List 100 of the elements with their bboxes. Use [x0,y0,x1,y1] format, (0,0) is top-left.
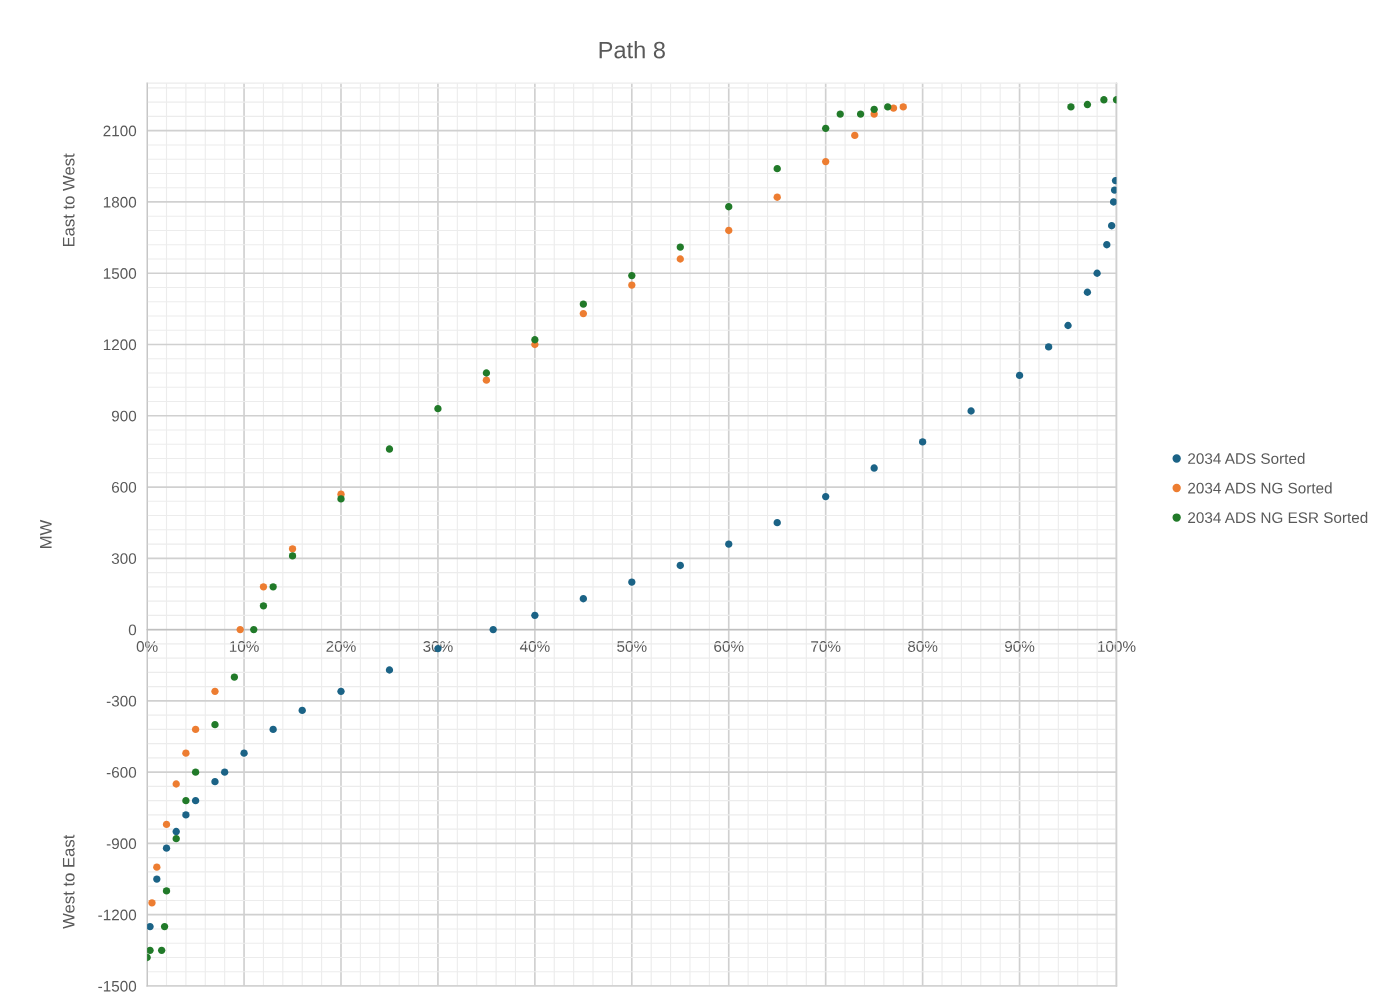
point [725,540,733,548]
x-tick-label: 70% [811,641,841,652]
point [172,827,180,836]
point [288,552,297,560]
point [1109,198,1117,206]
point [259,602,268,610]
y-tick-label: 1500 [103,268,137,279]
point [676,255,684,263]
point [211,777,219,786]
y-axis-title: MW [40,519,52,549]
point [531,611,539,620]
point [1107,222,1116,230]
point [773,193,781,201]
point [579,309,588,318]
y-tick-label: 0 [128,624,137,636]
point [918,438,927,446]
point [157,946,166,955]
point [221,768,229,776]
y-tick-label: 1800 [103,196,137,208]
point [288,545,297,553]
point [899,103,907,111]
x-tick-label: 100% [1098,641,1136,652]
point [1103,241,1111,249]
point [434,404,442,413]
point [298,706,306,715]
point [337,687,345,696]
point [482,369,491,377]
y-tick-label: 600 [112,481,137,493]
point [579,595,588,603]
x-tick-label: 50% [617,641,647,652]
point [836,110,844,118]
point [269,583,277,591]
point [337,495,345,503]
point [240,749,248,757]
point [191,725,200,734]
point [1044,343,1053,351]
point [676,243,684,251]
point [1064,321,1072,330]
point [259,583,268,591]
point [870,464,878,472]
y-tick-label: -300 [106,695,137,707]
point [153,863,161,871]
point [153,875,161,883]
point [162,887,171,895]
point [162,820,171,829]
point [628,578,636,586]
point [162,844,171,852]
point [236,625,244,634]
y-tick-label: 300 [111,553,137,565]
point [851,131,859,140]
point [482,376,491,384]
point [676,561,684,570]
y-tick-label: 900 [111,410,137,422]
point [628,281,636,289]
point [822,157,830,166]
point [385,666,394,674]
point [1083,100,1092,109]
point [856,110,865,118]
point [230,673,239,681]
point [1083,288,1092,296]
point [822,124,830,132]
point [147,946,154,955]
point [773,519,781,527]
point [148,899,156,907]
point [385,445,394,453]
point [725,203,733,211]
x-tick-label: 10% [229,641,259,652]
y-tick-label: 1200 [103,339,137,351]
point [147,922,154,931]
point [211,720,219,729]
y-tick-label: -1500 [98,980,137,992]
legend-label: 2034 ADS NG Sorted [1188,482,1332,494]
point [211,687,219,696]
point [822,492,830,501]
point [628,271,636,280]
point [773,165,781,173]
point [172,834,180,843]
point [725,226,733,235]
x-tick-label: 60% [714,641,744,652]
legend-label: 2034 ADS Sorted [1188,452,1305,465]
point [967,407,975,415]
legend-label: 2034 ADS NG ESR Sorted [1188,511,1368,524]
point [1100,96,1108,104]
point [531,336,539,344]
point [884,103,892,111]
x-tick-label: 0% [136,641,158,652]
point [1110,186,1117,194]
point [1015,371,1024,380]
y-tick-label: -900 [106,838,137,850]
y-tick-label: -600 [106,767,137,778]
y-tick-label: -1200 [98,909,137,921]
x-tick-label: 90% [1004,641,1035,652]
y-tick-label: 2100 [103,125,137,137]
point [870,105,878,113]
point [269,725,277,734]
chart-title: Path 8 [599,41,665,59]
point [579,300,588,308]
point [889,104,898,112]
point [172,780,180,788]
point [182,811,190,819]
